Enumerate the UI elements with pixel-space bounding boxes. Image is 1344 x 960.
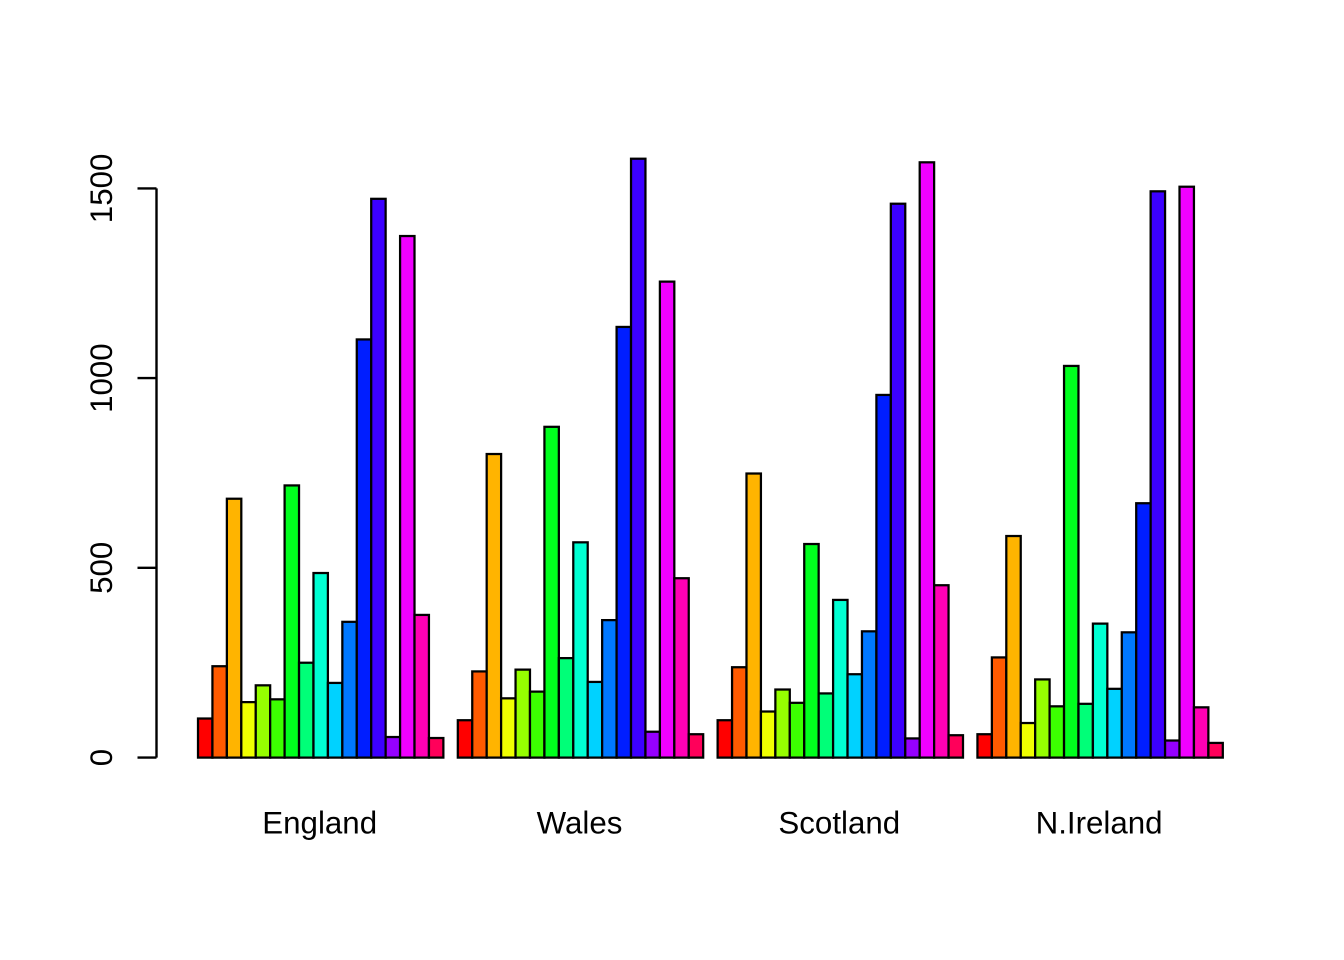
svg-text:Wales: Wales [537,806,623,841]
svg-text:Scotland: Scotland [778,806,900,841]
svg-text:0: 0 [84,749,119,766]
svg-text:500: 500 [84,542,119,594]
svg-text:England: England [262,806,377,841]
svg-text:1000: 1000 [84,343,119,413]
svg-text:N.Ireland: N.Ireland [1036,806,1163,841]
svg-text:1500: 1500 [84,154,119,224]
